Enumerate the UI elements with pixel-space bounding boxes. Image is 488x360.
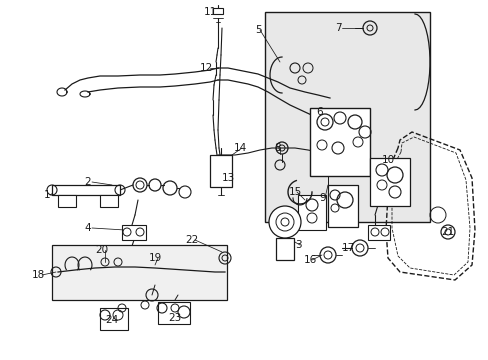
Text: 20: 20 [95,245,108,255]
Bar [213,8,223,14]
Text: 22: 22 [185,235,198,245]
Text: 19: 19 [148,253,162,263]
Bar [209,155,231,187]
Text: 16: 16 [303,255,316,265]
Bar [52,185,120,195]
Bar [275,238,293,260]
Bar [100,308,128,330]
Bar [327,185,357,227]
Bar [58,195,76,207]
Text: 24: 24 [105,315,119,325]
Bar [309,108,369,176]
Text: 8: 8 [274,143,281,153]
Text: 5: 5 [254,25,261,35]
Text: 15: 15 [288,187,301,197]
Text: 13: 13 [221,173,234,183]
Text: 17: 17 [341,243,354,253]
Bar [264,12,429,222]
Text: 3: 3 [294,240,301,250]
Text: 1: 1 [43,190,50,200]
Text: 11: 11 [203,7,216,17]
Text: 2: 2 [84,177,91,187]
Bar [158,302,190,324]
Text: 21: 21 [441,227,454,237]
Circle shape [268,206,301,238]
Text: 14: 14 [233,143,246,153]
Text: 23: 23 [168,313,181,323]
Text: 7: 7 [334,23,341,33]
Text: 18: 18 [31,270,44,280]
Bar [100,195,118,207]
Text: 6: 6 [316,107,323,117]
Bar [367,225,389,240]
Text: 12: 12 [199,63,212,73]
Bar [122,225,146,240]
Text: 10: 10 [381,155,394,165]
Bar [369,158,409,206]
Text: 4: 4 [84,223,91,233]
Text: 9: 9 [319,193,325,203]
Bar [52,245,226,300]
Bar [297,195,325,230]
